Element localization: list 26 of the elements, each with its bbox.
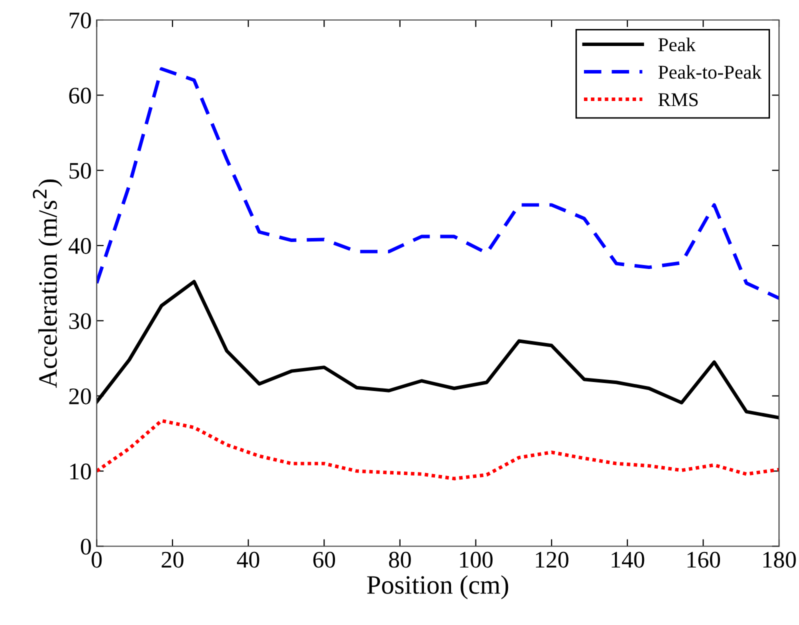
x-tick-label: 20 bbox=[162, 552, 184, 568]
y-axis-title: Acceleration (m/s$^{2}$) bbox=[32, 179, 62, 388]
x-tick-label: 0 bbox=[92, 552, 102, 568]
line-series bbox=[96, 67, 780, 300]
y-tick-label: 50 bbox=[70, 162, 91, 179]
x-tick-label: 140 bbox=[612, 552, 644, 568]
x-tick-label: 40 bbox=[236, 552, 260, 568]
y-tick-label: 70 bbox=[70, 12, 91, 28]
legend-label: Peak bbox=[658, 38, 696, 52]
y-tick-label: 0 bbox=[80, 538, 91, 555]
y-tick-label: 40 bbox=[68, 238, 91, 254]
legend-label: Peak-to-Peak bbox=[658, 65, 762, 79]
x-tick-label: 60 bbox=[313, 552, 336, 568]
line-series bbox=[96, 280, 780, 420]
x-axis-title: Position (cm) bbox=[367, 575, 508, 600]
legend-label: RMS bbox=[658, 93, 698, 106]
x-tick-label: 100 bbox=[460, 552, 493, 568]
y-tick-label: 10 bbox=[70, 464, 91, 480]
y-tick-label: 60 bbox=[69, 88, 91, 104]
x-tick-label: 160 bbox=[688, 552, 720, 568]
x-tick-label: 120 bbox=[536, 552, 568, 568]
x-tick-label: 80 bbox=[389, 552, 411, 568]
line-series bbox=[96, 418, 780, 480]
y-tick-label: 20 bbox=[69, 388, 91, 404]
x-tick-label: 180 bbox=[763, 552, 796, 568]
y-tick-label: 30 bbox=[69, 313, 91, 330]
